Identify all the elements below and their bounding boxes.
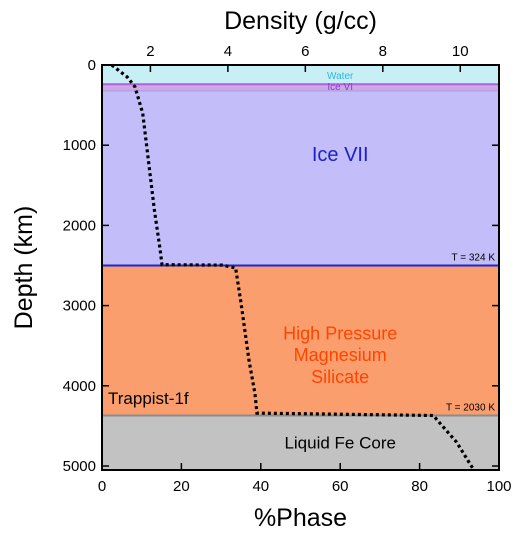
annotation-1: T = 2030 K (446, 402, 495, 413)
x-top-tick-label-10: 10 (452, 43, 469, 60)
y-tick-label-2000: 2000 (63, 217, 96, 234)
bottom-axis-title: %Phase (254, 504, 347, 532)
y-tick-label-5000: 5000 (63, 458, 96, 475)
y-tick-label-3000: 3000 (63, 298, 96, 315)
annotation-0: T = 324 K (452, 252, 496, 263)
x-bottom-tick-label-60: 60 (332, 478, 349, 495)
y-axis-title: Depth (km) (10, 206, 38, 330)
layer-label-0: Water (327, 71, 354, 82)
plot-frame (101, 64, 500, 471)
x-top-tick-label-2: 2 (146, 43, 154, 60)
layer-label-4: Liquid Fe Core (284, 434, 396, 453)
layer-fill-0 (102, 65, 499, 85)
x-bottom-tick-label-80: 80 (411, 478, 428, 495)
layer-label-2: Ice VII (312, 144, 369, 166)
layer-label-3-line-1: Magnesium (294, 345, 387, 365)
x-bottom-tick-label-20: 20 (173, 478, 190, 495)
x-bottom-tick-label-0: 0 (98, 478, 106, 495)
x-top-tick-label-6: 6 (301, 43, 309, 60)
x-bottom-tick-label-40: 40 (252, 478, 269, 495)
layer-fill-4 (102, 415, 499, 470)
layer-fill-2 (102, 90, 499, 266)
y-tick-label-4000: 4000 (63, 378, 96, 395)
x-bottom-tick-label-100: 100 (486, 478, 511, 495)
x-top-tick-label-4: 4 (224, 43, 232, 60)
phase-layers (102, 65, 499, 470)
y-tick-label-0: 0 (88, 57, 96, 74)
layer-fill-3 (102, 265, 499, 416)
layer-fill-1 (102, 84, 499, 91)
layer-label-3-line-2: Silicate (311, 367, 369, 387)
planet-label: Trappist-1f (108, 389, 189, 408)
temperature-annotations: T = 324 K T = 2030 K (446, 252, 495, 413)
x-top-tick-label-8: 8 (379, 43, 387, 60)
layer-label-3-line-0: High Pressure (283, 323, 397, 343)
top-axis-title: Density (g/cc) (224, 7, 377, 35)
layer-label-1: Ice VI (327, 82, 353, 93)
density-profile-line (110, 63, 476, 471)
y-tick-label-1000: 1000 (63, 137, 96, 154)
